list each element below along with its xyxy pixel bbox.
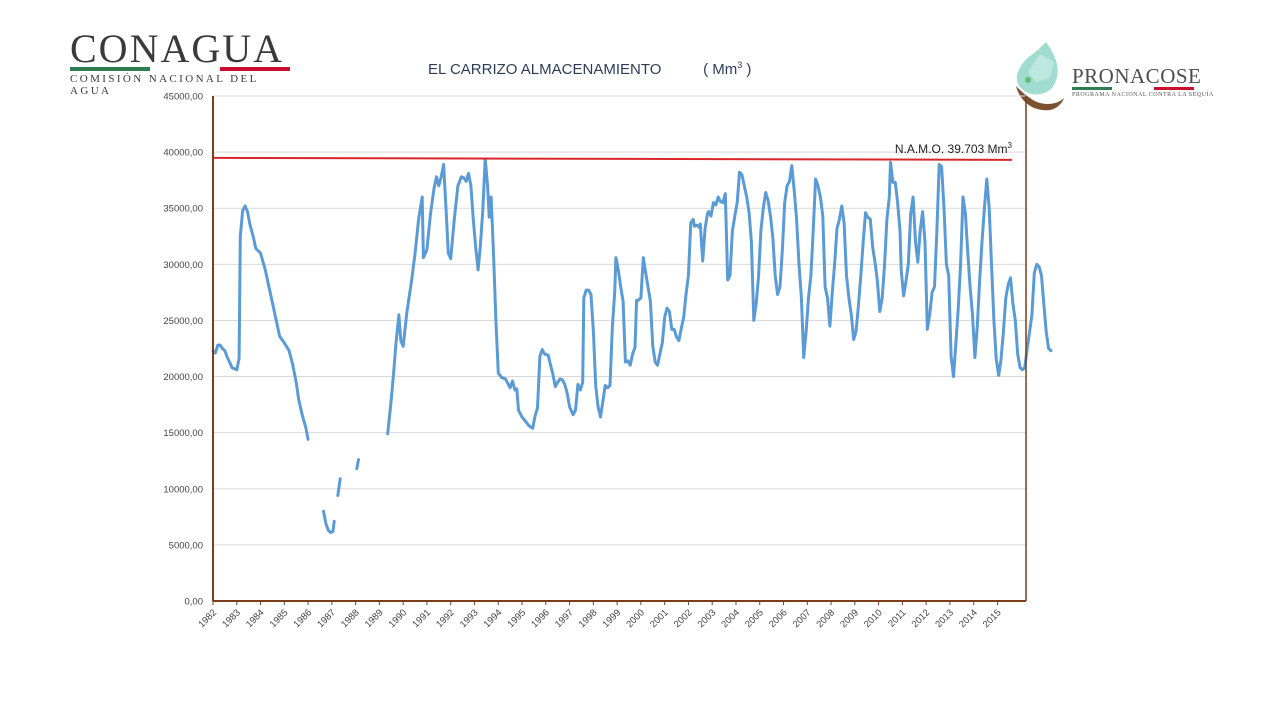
chart-axes <box>212 96 1027 602</box>
x-tick-label: 2008 <box>814 607 837 630</box>
pronacose-logo: PRONACOSE PROGRAMA NACIONAL CONTRA LA SE… <box>1010 40 1213 120</box>
series-line-segment <box>386 157 1053 436</box>
x-tick-label: 1986 <box>291 607 314 630</box>
x-tick-label: 2000 <box>624 607 647 630</box>
conagua-logo-title: CONAGUA <box>70 26 284 71</box>
chart-unit-close: ) <box>742 61 752 78</box>
x-tick-label: 2001 <box>648 607 671 630</box>
x-tick-label: 2002 <box>672 607 695 630</box>
chart-unit-label: ( Mm <box>703 61 738 78</box>
namo-line <box>212 156 1013 161</box>
x-tick-label: 1993 <box>458 607 481 630</box>
y-tick-label: 0,00 <box>185 597 204 608</box>
pronacose-logo-title: PRONACOSE <box>1072 64 1202 88</box>
x-tick-label: 2012 <box>910 607 933 630</box>
y-tick-label: 35000,00 <box>163 204 203 215</box>
x-tick-label: 2010 <box>862 607 885 630</box>
chart-gridlines <box>213 95 1026 546</box>
y-tick-label: 30000,00 <box>163 260 203 271</box>
y-tick-label: 40000,00 <box>163 148 203 159</box>
x-tick-label: 1995 <box>505 607 528 630</box>
x-tick-label: 2007 <box>791 607 814 630</box>
chart-unit-sup: 3 <box>737 60 743 70</box>
y-axis-ticks: 0,00 5000,00 10000,00 15000,00 20000,00 25000… <box>163 92 203 608</box>
x-tick-label: 1991 <box>410 607 433 630</box>
y-tick-label: 25000,00 <box>163 316 203 327</box>
x-tick-label: 1994 <box>482 607 505 630</box>
x-tick-label: 2005 <box>743 607 766 630</box>
x-tick-label: 1992 <box>434 607 457 630</box>
x-tick-label: 1987 <box>315 607 338 630</box>
x-tick-label: 2011 <box>886 607 908 629</box>
series-line-segment <box>336 477 342 497</box>
namo-label: N.A.M.O. 39.703 Mm3 <box>895 141 1013 156</box>
series-line-segment <box>322 509 336 534</box>
conagua-logo-bar <box>70 67 290 71</box>
pronacose-logo-subtitle: PROGRAMA NACIONAL CONTRA LA SEQUÍA <box>1072 92 1214 98</box>
pronacose-emblem-icon <box>1016 42 1064 111</box>
x-tick-label: 1996 <box>529 607 552 630</box>
namo-reference: N.A.M.O. 39.703 Mm3 <box>212 141 1013 161</box>
x-tick-label: 1999 <box>601 607 624 630</box>
x-tick-label: 1998 <box>577 607 600 630</box>
x-tick-label: 2006 <box>767 607 790 630</box>
x-tick-label: 1990 <box>387 607 410 630</box>
x-tick-label: 2003 <box>696 607 719 630</box>
x-tick-label: 1985 <box>268 607 291 630</box>
storage-series <box>211 157 1053 534</box>
x-tick-label: 1989 <box>363 607 386 630</box>
conagua-logo: CONAGUA COMISIÓN NACIONAL DEL AGUA <box>60 20 300 97</box>
pronacose-logo-bar <box>1072 87 1194 90</box>
x-tick-label: 2009 <box>838 607 861 630</box>
series-line-segment <box>355 458 360 471</box>
y-tick-label: 15000,00 <box>163 428 203 439</box>
y-tick-label: 20000,00 <box>163 372 203 383</box>
conagua-logo-subtitle: COMISIÓN NACIONAL DEL AGUA <box>70 73 259 97</box>
x-tick-label: 1997 <box>553 607 576 630</box>
x-tick-label: 2014 <box>957 607 980 630</box>
x-axis-ticks: 1982 1983 1984 1985 1986 1987 1988 1989 1990 1991… <box>196 601 1004 630</box>
series-line-segment <box>211 204 310 441</box>
x-tick-label: 2004 <box>719 607 742 630</box>
x-tick-label: 2013 <box>933 607 956 630</box>
y-tick-label: 10000,00 <box>163 484 203 495</box>
x-tick-label: 1984 <box>244 607 267 630</box>
x-tick-label: 2015 <box>981 607 1004 630</box>
x-tick-label: 1988 <box>339 607 362 630</box>
x-tick-label: 1983 <box>220 607 243 630</box>
x-tick-label: 1982 <box>196 607 219 630</box>
chart-title: EL CARRIZO ALMACENAMIENTO ( Mm3 ) <box>428 60 751 78</box>
chart-title-text: EL CARRIZO ALMACENAMIENTO <box>428 61 662 78</box>
y-tick-label: 5000,00 <box>169 540 203 551</box>
y-tick-label: 45000,00 <box>163 92 203 103</box>
